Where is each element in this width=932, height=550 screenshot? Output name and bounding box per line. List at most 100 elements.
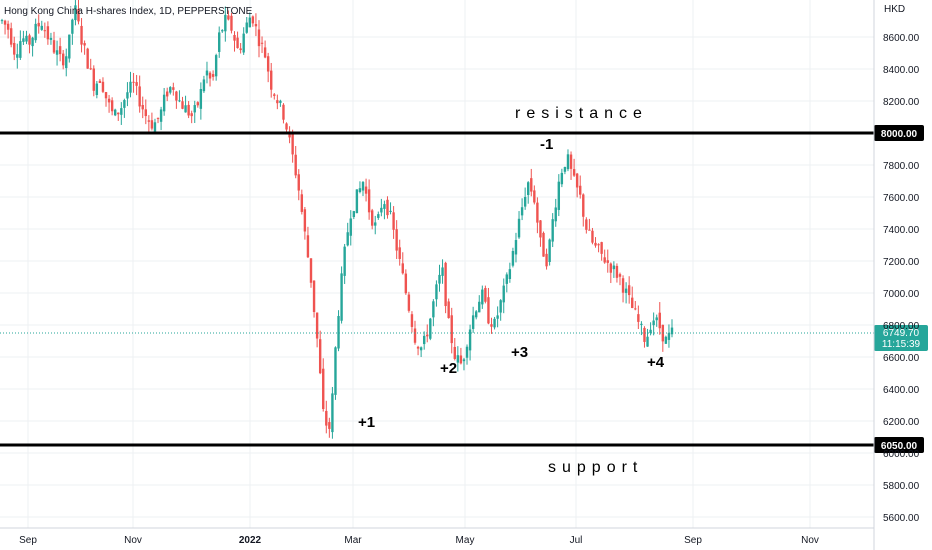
candle-body <box>597 244 600 246</box>
candle-body <box>523 196 527 207</box>
candle-body <box>28 35 31 45</box>
candle-body <box>71 19 74 34</box>
candle-body <box>410 314 414 327</box>
candle-body <box>517 218 521 238</box>
candle-body <box>386 199 389 216</box>
candle-body <box>92 68 95 91</box>
candle-body <box>169 87 172 93</box>
candle-body <box>175 91 178 101</box>
candle-body <box>383 204 386 209</box>
candle-body <box>31 37 34 47</box>
candle-body <box>566 154 570 170</box>
candle-body <box>233 35 236 41</box>
candle-body <box>545 253 548 267</box>
candle-body <box>263 47 267 58</box>
candle-body <box>334 347 337 395</box>
candle-body <box>361 182 365 191</box>
y-tick-label: 6400.00 <box>883 385 920 396</box>
candle-body <box>86 48 89 69</box>
candle-body <box>98 80 102 83</box>
grid <box>0 0 874 528</box>
candle-body <box>3 20 7 25</box>
candle-body <box>456 355 460 363</box>
candle-body <box>46 26 50 40</box>
candle-body <box>276 100 279 104</box>
candle-body <box>575 173 579 188</box>
candle-body <box>670 327 674 335</box>
candle-body <box>257 29 261 47</box>
time-axis: Sep Nov 2022 Mar May Jul Sep Nov <box>0 527 874 546</box>
candle-body <box>606 260 609 263</box>
candle-body <box>643 327 646 342</box>
countdown-text: 11:15:39 <box>882 339 921 350</box>
candle-body <box>199 89 203 109</box>
candle-body <box>484 288 487 302</box>
candle-body <box>392 212 395 230</box>
candle-body <box>530 178 533 192</box>
candle-body <box>132 81 135 83</box>
candle-body <box>508 269 512 279</box>
candle-body <box>514 240 518 255</box>
candle-body <box>533 190 536 203</box>
candle-body <box>557 181 561 210</box>
candle-body <box>13 42 16 55</box>
candle-body <box>496 315 499 319</box>
candle-body <box>413 328 417 343</box>
candle-body <box>490 324 493 327</box>
candle-body <box>487 297 490 324</box>
candle-body <box>248 17 252 28</box>
resistance-label: resistance <box>515 105 648 122</box>
candle-body <box>453 346 456 359</box>
candle-body <box>61 53 65 66</box>
annotation-minus-1: -1 <box>540 136 553 153</box>
candle-body <box>315 312 319 339</box>
candle-body <box>404 273 408 294</box>
candle-body <box>37 22 40 27</box>
candle-body <box>426 334 429 337</box>
candle-body <box>74 5 77 21</box>
candle-body <box>637 314 640 322</box>
last-price-text: 6749.70 <box>883 328 920 339</box>
candle-body <box>153 122 157 132</box>
candle-body <box>438 274 441 284</box>
level-badge-text: 8000.00 <box>881 129 918 140</box>
candle-body <box>395 229 398 251</box>
candle-body <box>377 214 380 218</box>
x-tick-label: Sep <box>19 535 37 546</box>
candle-body <box>306 235 310 258</box>
candle-body <box>661 324 665 342</box>
candle-body <box>113 109 117 116</box>
candle-body <box>493 318 496 328</box>
candle-body <box>9 28 13 45</box>
candle-body <box>655 317 658 321</box>
candle-body <box>364 186 368 194</box>
candle-body <box>511 251 515 266</box>
candle-body <box>126 92 129 99</box>
candle-body <box>40 25 43 30</box>
annotation-plus-3: +3 <box>511 344 528 361</box>
candle-body <box>107 98 111 103</box>
candle-body <box>331 393 334 433</box>
y-tick-label: 6200.00 <box>883 417 920 428</box>
candles <box>0 0 674 439</box>
candle-body <box>594 242 597 246</box>
candle-body <box>603 257 606 263</box>
annotation-plus-4: +4 <box>647 354 665 371</box>
candle-body <box>273 94 276 96</box>
y-tick-label: 6600.00 <box>883 353 920 364</box>
candle-body <box>615 265 619 278</box>
candle-body <box>551 219 554 242</box>
candle-body <box>190 113 193 117</box>
candle-body <box>83 43 86 46</box>
candle-body <box>624 288 628 293</box>
candle-body <box>370 210 374 226</box>
candle-body <box>138 86 141 107</box>
annotation-plus-1: +1 <box>358 414 375 431</box>
candle-body <box>309 258 313 283</box>
candle-body <box>266 56 270 72</box>
candle-body <box>120 108 123 115</box>
candle-body <box>224 14 227 32</box>
y-tick-label: 8200.00 <box>883 97 920 108</box>
support-label: support <box>548 459 643 476</box>
